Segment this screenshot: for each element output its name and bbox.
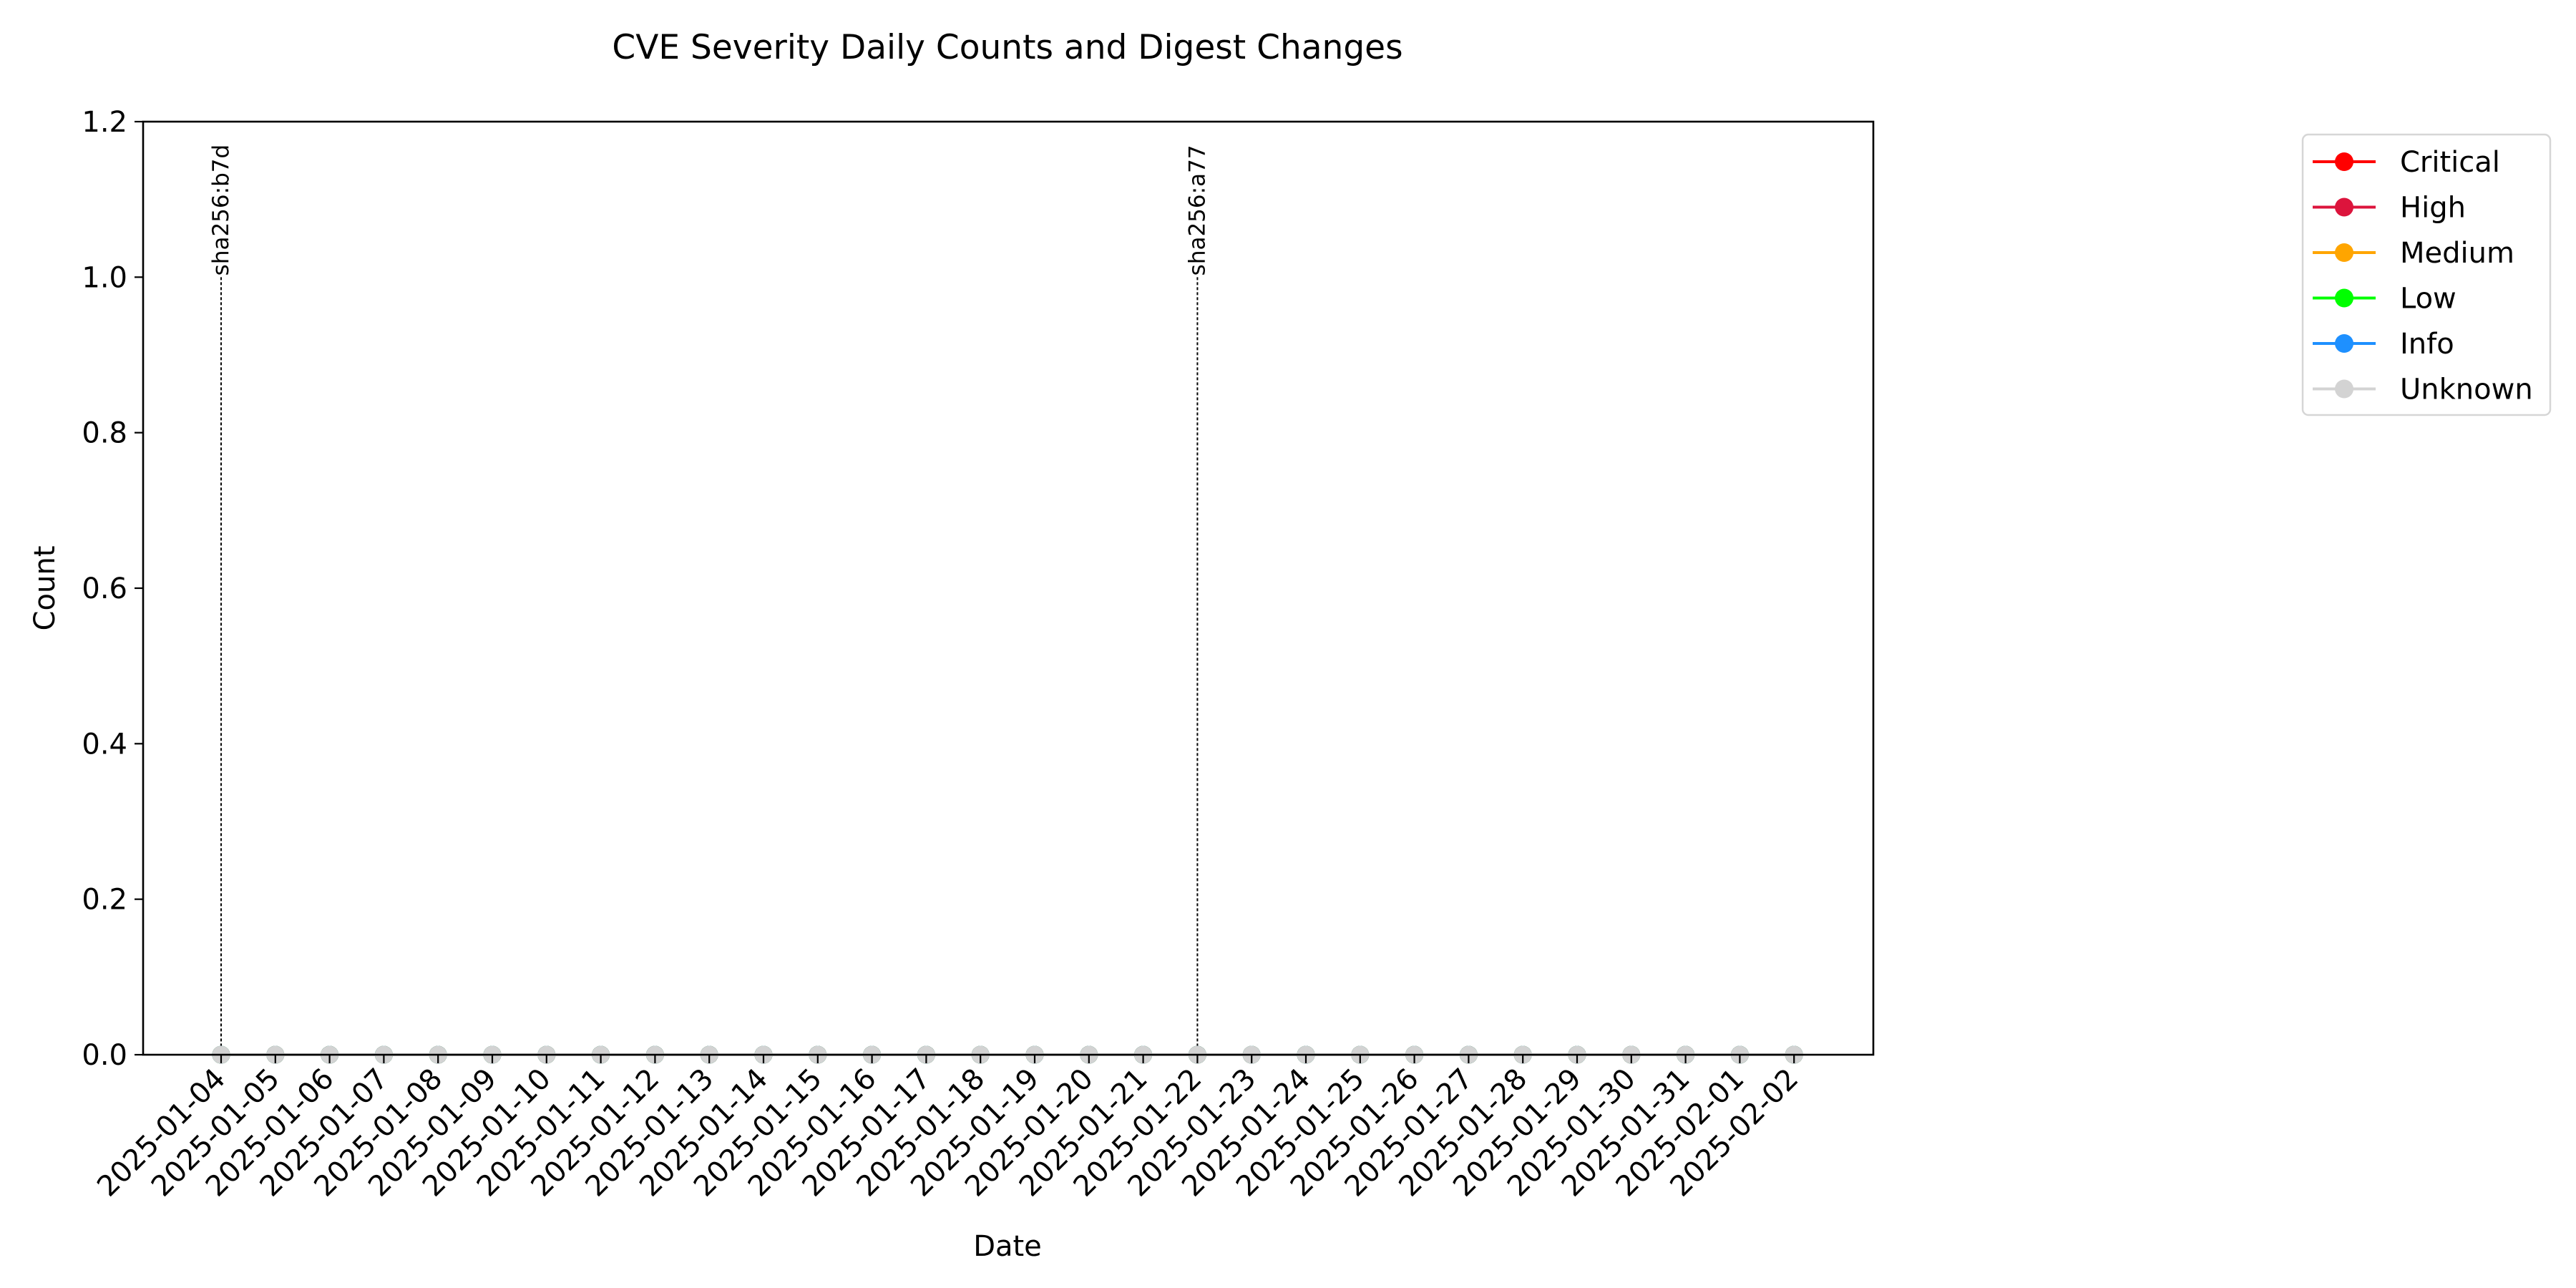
y-tick-label: 0.8: [82, 417, 127, 450]
legend-label-info: Info: [2400, 328, 2454, 361]
legend: Critical High Medium Low Info Unknown: [2301, 133, 2552, 416]
y-tick-label: 0.6: [82, 572, 127, 605]
y-axis: 0.0 0.2 0.4 0.6 0.8 1.0 1.2: [82, 106, 143, 1072]
y-tick-label: 0.4: [82, 728, 127, 761]
y-tick-label: 0.0: [82, 1039, 127, 1072]
legend-marker-high: [2335, 197, 2353, 217]
legend-marker-unknown: [2335, 379, 2353, 399]
x-axis: 2025-01-042025-01-052025-01-062025-01-07…: [91, 1055, 1805, 1203]
digest-change-label-1: sha256:b7d: [208, 145, 234, 276]
chart-title: CVE Severity Daily Counts and Digest Cha…: [612, 28, 1402, 67]
legend-marker-critical: [2335, 152, 2353, 171]
y-tick-label: 1.0: [82, 261, 127, 294]
legend-label-low: Low: [2400, 283, 2457, 316]
x-axis-label: Date: [973, 1230, 1042, 1263]
legend-marker-low: [2335, 288, 2353, 308]
legend-label-critical: Critical: [2400, 146, 2500, 179]
legend-label-high: High: [2400, 192, 2466, 225]
legend-marker-medium: [2335, 243, 2353, 262]
y-tick-label: 1.2: [82, 106, 127, 139]
digest-change-label-2: sha256:a77: [1184, 145, 1210, 275]
y-axis-label: Count: [29, 546, 62, 631]
legend-marker-info: [2335, 334, 2353, 353]
y-tick-label: 0.2: [82, 884, 127, 917]
legend-label-unknown: Unknown: [2400, 374, 2533, 406]
legend-label-medium: Medium: [2400, 237, 2514, 270]
